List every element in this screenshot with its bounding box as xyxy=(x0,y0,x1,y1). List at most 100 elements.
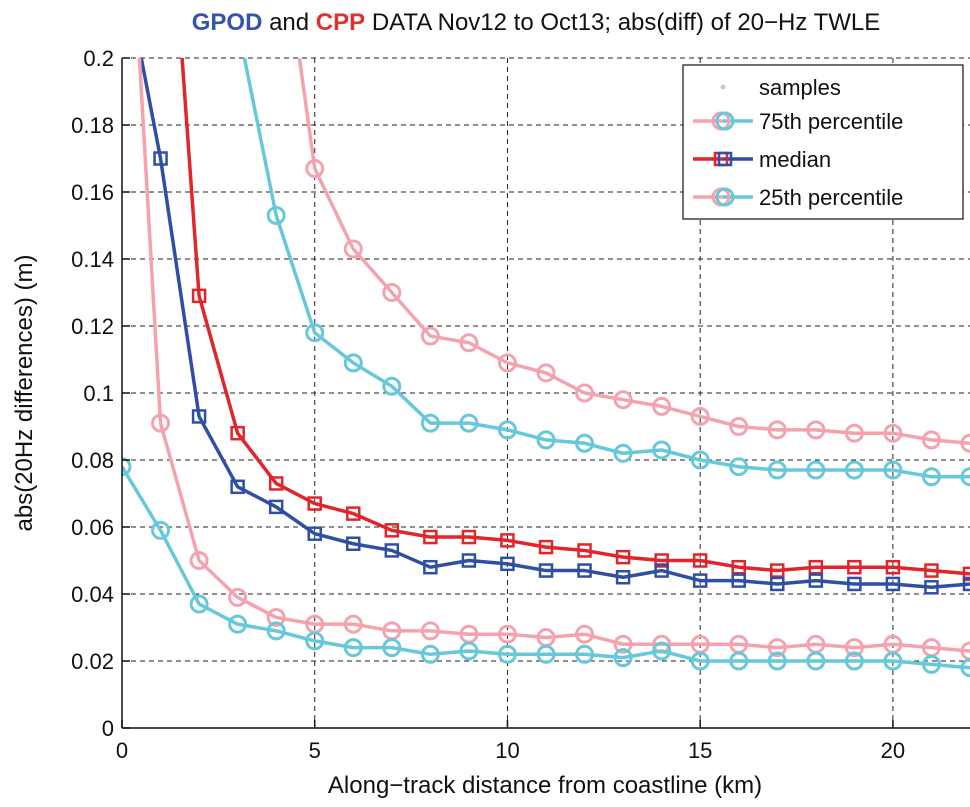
circle-marker xyxy=(729,417,749,436)
circle-marker xyxy=(266,621,286,641)
square-marker xyxy=(538,563,554,578)
x-tick-label: 0 xyxy=(116,738,128,763)
circle-marker xyxy=(652,440,672,460)
circle-marker xyxy=(343,239,363,259)
legend-label: median xyxy=(759,147,831,172)
circle-marker xyxy=(613,634,633,654)
circle-marker xyxy=(575,433,595,453)
circle-marker xyxy=(690,406,710,426)
circle-marker xyxy=(536,644,556,664)
square-marker xyxy=(885,559,901,575)
circle-marker xyxy=(382,638,402,658)
circle-marker xyxy=(151,413,171,433)
circle-marker xyxy=(690,450,710,470)
series-line xyxy=(180,58,970,576)
circle-marker xyxy=(497,624,517,644)
circle-marker xyxy=(690,651,710,671)
circle-marker xyxy=(343,353,363,373)
circle-marker xyxy=(343,638,363,658)
square-marker xyxy=(423,559,438,575)
circle-marker xyxy=(806,460,826,480)
square-marker xyxy=(731,559,746,575)
legend-label: 25th percentile xyxy=(759,185,903,210)
square-marker xyxy=(615,570,631,585)
circle-marker xyxy=(305,159,325,179)
circle-marker xyxy=(459,641,479,661)
circle-marker xyxy=(921,467,941,487)
square-marker xyxy=(847,559,862,575)
circle-marker xyxy=(921,654,941,674)
circle-marker xyxy=(960,467,970,487)
legend-label: 75th percentile xyxy=(759,109,903,134)
x-tick-label: 20 xyxy=(881,738,905,763)
square-marker xyxy=(808,559,824,575)
circle-marker xyxy=(575,624,595,644)
square-marker xyxy=(461,529,477,545)
y-tick-label: 0.08 xyxy=(71,448,114,473)
y-tick-label: 0.12 xyxy=(71,314,114,339)
square-marker xyxy=(500,556,515,572)
circle-marker xyxy=(266,205,286,225)
circle-marker xyxy=(844,651,864,671)
square-marker xyxy=(384,543,400,558)
circle-marker xyxy=(382,376,402,396)
circle-marker xyxy=(575,644,595,664)
square-marker xyxy=(346,506,361,521)
circle-marker xyxy=(228,614,248,634)
y-tick-label: 0.16 xyxy=(71,180,114,205)
circle-marker xyxy=(382,283,402,302)
x-axis-label: Along−track distance from coastline (km) xyxy=(328,772,762,799)
circle-marker xyxy=(420,621,440,641)
circle-marker xyxy=(767,638,787,658)
square-marker xyxy=(654,563,669,578)
title-part: GPOD xyxy=(192,9,263,36)
circle-marker xyxy=(305,631,325,651)
square-marker xyxy=(268,476,284,491)
circle-marker xyxy=(767,651,787,671)
circle-marker xyxy=(497,420,517,440)
y-tick-label: 0.14 xyxy=(71,247,114,272)
circle-marker xyxy=(420,326,440,346)
circle-marker xyxy=(266,607,286,627)
square-marker xyxy=(615,549,631,565)
circle-marker xyxy=(459,333,479,353)
square-marker xyxy=(692,553,708,568)
circle-marker xyxy=(715,187,735,207)
circle-marker xyxy=(715,111,735,131)
circle-marker xyxy=(767,420,787,440)
circle-marker xyxy=(151,520,171,540)
square-marker xyxy=(230,425,245,441)
series-line xyxy=(122,465,970,670)
square-marker xyxy=(230,479,245,495)
square-marker xyxy=(423,529,438,545)
square-marker xyxy=(307,526,322,541)
series-line xyxy=(297,58,970,445)
chart-title: GPOD and CPP DATA Nov12 to Oct13; abs(di… xyxy=(192,9,881,36)
square-marker xyxy=(577,543,592,558)
circle-marker xyxy=(343,614,363,634)
y-tick-label: 0.18 xyxy=(71,113,114,138)
square-marker xyxy=(500,533,515,548)
square-marker xyxy=(770,563,785,578)
square-marker xyxy=(384,523,400,538)
square-marker xyxy=(346,536,361,551)
circle-marker xyxy=(729,651,749,671)
square-marker xyxy=(538,539,554,555)
square-marker xyxy=(770,576,785,592)
circle-marker xyxy=(652,641,672,661)
circle-marker xyxy=(305,323,325,343)
circle-marker xyxy=(806,651,826,671)
circle-marker xyxy=(960,433,970,453)
circle-marker xyxy=(420,644,440,664)
circle-marker xyxy=(613,648,633,668)
circle-marker xyxy=(767,460,787,480)
square-marker xyxy=(847,576,862,592)
circle-marker xyxy=(613,443,633,463)
square-marker xyxy=(885,576,901,592)
square-marker xyxy=(692,573,708,588)
y-tick-label: 0.1 xyxy=(83,381,114,406)
circle-marker xyxy=(189,594,209,614)
title-part: and xyxy=(262,9,315,36)
square-marker xyxy=(731,573,746,588)
